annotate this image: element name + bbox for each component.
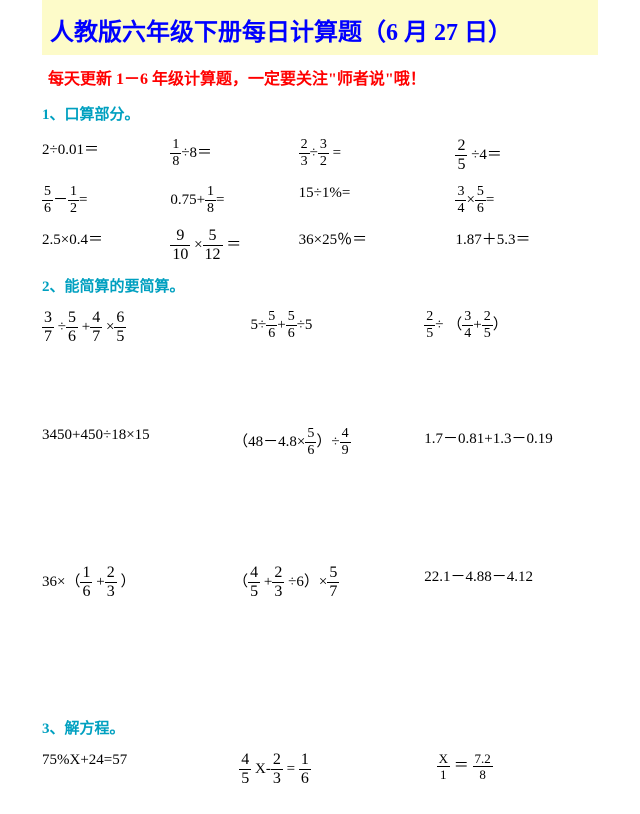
problem: 1.87＋5.3＝ xyxy=(455,228,598,263)
section-3-heading: 3、解方程。 xyxy=(42,717,598,738)
s2-row-1: 37 ÷56 +47 ×65 5÷56+56÷5 25÷ （34+25） xyxy=(42,310,598,345)
section-2-heading: 2、能简算的要简算。 xyxy=(42,275,598,296)
problem: 1.7－0.81+1.3－0.19 xyxy=(424,427,598,458)
title-band: 人教版六年级下册每日计算题（6 月 27 日） xyxy=(42,0,598,55)
problem: 45 X- 23 = 16 xyxy=(239,752,436,787)
problem: 36×（16 +23 ） xyxy=(42,565,233,600)
problem: 34×56= xyxy=(455,185,598,216)
problem: （48－4.8×56）÷49 xyxy=(233,427,424,458)
problem: 75%X+24=57 xyxy=(42,752,239,787)
problem: 22.1－4.88－4.12 xyxy=(424,565,598,600)
problem: 36×25％＝ xyxy=(299,228,456,263)
problem: 37 ÷56 +47 ×65 xyxy=(42,310,251,345)
page-title: 人教版六年级下册每日计算题（6 月 27 日） xyxy=(42,12,598,47)
worksheet-page: 人教版六年级下册每日计算题（6 月 27 日） 每天更新 1－6 年级计算题，一… xyxy=(0,0,640,787)
subtitle: 每天更新 1－6 年级计算题，一定要关注"师者说"哦！ xyxy=(48,65,598,89)
s2-row-2: 3450+450÷18×15 （48－4.8×56）÷49 1.7－0.81+1… xyxy=(42,427,598,458)
problem: 18÷8＝ xyxy=(170,138,298,173)
problem: 3450+450÷18×15 xyxy=(42,427,233,458)
problem: 25 ÷4＝ xyxy=(455,138,598,173)
section-1-heading: 1、口算部分。 xyxy=(42,103,598,124)
problem: 2÷0.01＝ xyxy=(42,138,170,173)
problem: 0.75+18= xyxy=(170,185,298,216)
problem: 15÷1%= xyxy=(299,185,456,216)
problem: 2.5×0.4＝ xyxy=(42,228,170,263)
problem: （45 +23 ÷6）×57 xyxy=(233,565,424,600)
s1-row-2: 56－12= 0.75+18= 15÷1%= 34×56= xyxy=(42,185,598,216)
s1-row-1: 2÷0.01＝ 18÷8＝ 23÷32 = 25 ÷4＝ xyxy=(42,138,598,173)
problem: 5÷56+56÷5 xyxy=(251,310,425,345)
s3-row-1: 75%X+24=57 45 X- 23 = 16 X1 ＝ 7.28 xyxy=(42,752,598,787)
problem: 56－12= xyxy=(42,185,170,216)
s1-row-3: 2.5×0.4＝ 910 ×512 ＝ 36×25％＝ 1.87＋5.3＝ xyxy=(42,228,598,263)
problem: 25÷ （34+25） xyxy=(424,310,598,345)
problem: 910 ×512 ＝ xyxy=(170,228,298,263)
problem: X1 ＝ 7.28 xyxy=(437,752,598,787)
problem: 23÷32 = xyxy=(299,138,456,173)
s2-row-3: 36×（16 +23 ） （45 +23 ÷6）×57 22.1－4.88－4.… xyxy=(42,565,598,600)
